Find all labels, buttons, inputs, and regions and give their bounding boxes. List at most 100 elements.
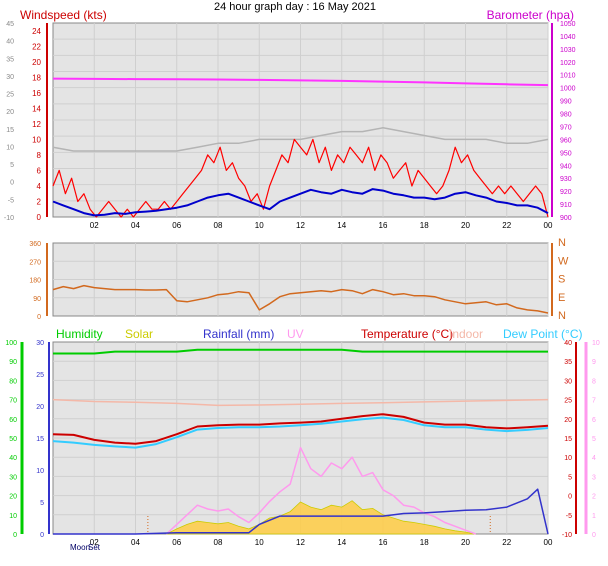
windspeed-tick-label: 18: [32, 73, 41, 82]
windchill-tick-label: 20: [6, 109, 14, 116]
wind-x-tick-label: 12: [296, 221, 305, 230]
humidity-tick-label: 10: [9, 513, 17, 520]
barometer-tick-label: 1030: [560, 47, 576, 54]
legend-uv: UV: [287, 327, 304, 341]
direction-compass-tick-label: N: [558, 237, 566, 249]
rainfall-tick-label: 10: [36, 468, 44, 475]
temperature-tick-label: 10: [564, 455, 572, 462]
climate-x-tick-label: 18: [420, 538, 429, 547]
uv-tick-label: 10: [592, 340, 600, 347]
chart-title: 24 hour graph day : 16 May 2021: [214, 1, 376, 13]
barometer-tick-label: 950: [560, 150, 572, 157]
temperature-tick-label: 35: [564, 359, 572, 366]
left-axis-strip: [48, 23, 50, 217]
rainfall-tick-label: 30: [36, 340, 44, 347]
climate-x-tick-label: 08: [214, 538, 223, 547]
solar-area: [166, 500, 476, 535]
rainfall-tick-label: 20: [36, 404, 44, 411]
windchill-tick-label: 35: [6, 56, 14, 63]
direction-compass-tick-label: S: [558, 274, 565, 286]
temperature-line: [52, 413, 549, 445]
rainfall-tick-label: 15: [36, 436, 44, 443]
direction-degree-tick-label: 90: [33, 296, 41, 303]
humidity-tick-label: 0: [13, 532, 17, 539]
windspeed-tick-label: 22: [32, 42, 41, 51]
direction-compass-tick-label: W: [558, 255, 569, 267]
climate-x-tick-label: 20: [461, 538, 470, 547]
windspeed-tick-label: 2: [37, 197, 42, 206]
barometer-tick-label: 990: [560, 99, 572, 106]
barometer-axis-label: Barometer (hpa): [487, 8, 574, 22]
humidity-tick-label: 60: [9, 417, 17, 424]
wind-average-line: [52, 188, 549, 217]
wind-x-tick-label: 00: [544, 221, 553, 230]
temperature-tick-label: 15: [564, 436, 572, 443]
temperature-tick-label: -5: [566, 513, 572, 520]
humidity-line: [53, 348, 548, 355]
uv-tick-label: 3: [592, 474, 596, 481]
barometer-tick-label: 1000: [560, 86, 576, 93]
direction-compass-tick-label: N: [558, 310, 566, 322]
uv-tick-label: 6: [592, 417, 596, 424]
climate-x-tick-label: 02: [90, 538, 99, 547]
uv-tick-label: 9: [592, 359, 596, 366]
temperature-tick-label: -10: [562, 532, 572, 539]
wind-x-tick-label: 22: [502, 221, 511, 230]
wind-x-tick-label: 04: [131, 221, 140, 230]
moon-set-label: Set: [88, 543, 101, 552]
direction-degree-tick-label: 360: [29, 241, 41, 248]
humidity-tick-label: 40: [9, 455, 17, 462]
wind-speed-line: [52, 138, 549, 218]
barometer-tick-label: 920: [560, 189, 572, 196]
climate-x-tick-label: 22: [502, 538, 511, 547]
wind-x-tick-label: 06: [172, 221, 181, 230]
uv-tick-label: 1: [592, 513, 596, 520]
uv-tick-label: 0: [592, 532, 596, 539]
uv-tick-label: 5: [592, 436, 596, 443]
legend-rainfall: Rainfall (mm): [203, 327, 274, 341]
temperature-tick-label: 5: [568, 474, 572, 481]
humidity-tick-label: 20: [9, 494, 17, 501]
barometer-tick-label: 930: [560, 176, 572, 183]
uv-tick-label: 8: [592, 378, 596, 385]
legend-humidity: Humidity: [56, 327, 103, 341]
windchill-tick-label: -5: [8, 197, 14, 204]
uv-tick-label: 4: [592, 455, 596, 462]
windspeed-axis-label: Windspeed (kts): [20, 8, 107, 22]
climate-x-tick-label: 12: [296, 538, 305, 547]
direction-degree-tick-label: 180: [29, 278, 41, 285]
temperature-tick-label: 0: [568, 494, 572, 501]
windspeed-tick-label: 4: [37, 182, 42, 191]
windchill-tick-label: 10: [6, 144, 14, 151]
wind-x-tick-label: 20: [461, 221, 470, 230]
temperature-tick-label: 25: [564, 398, 572, 405]
windspeed-tick-label: 24: [32, 27, 41, 36]
humidity-tick-label: 30: [9, 474, 17, 481]
direction-degree-tick-label: 0: [37, 314, 41, 321]
dew-point-line: [52, 416, 549, 449]
rainfall-tick-label: 0: [40, 532, 44, 539]
barometer-tick-label: 1020: [560, 60, 576, 67]
barometer-tick-label: 980: [560, 112, 572, 119]
legend-solar: Solar: [125, 327, 153, 341]
rainfall-tick-label: 5: [40, 500, 44, 507]
legend-dew-point: Dew Point (°C): [503, 327, 582, 341]
windspeed-tick-label: 20: [32, 58, 41, 67]
barometer-tick-label: 940: [560, 163, 572, 170]
windchill-tick-label: 0: [10, 180, 14, 187]
humidity-tick-label: 50: [9, 436, 17, 443]
wind-x-tick-label: 02: [90, 221, 99, 230]
barometer-tick-label: 1040: [560, 34, 576, 41]
humidity-tick-label: 100: [5, 340, 17, 347]
windchill-tick-label: 40: [6, 39, 14, 46]
windspeed-tick-label: 12: [32, 120, 41, 129]
temperature-tick-label: 20: [564, 417, 572, 424]
windspeed-tick-label: 6: [37, 166, 42, 175]
direction-compass-tick-label: E: [558, 292, 565, 304]
uv-tick-label: 7: [592, 398, 596, 405]
temperature-tick-label: 30: [564, 378, 572, 385]
windchill-tick-label: 5: [10, 162, 14, 169]
uv-tick-label: 2: [592, 494, 596, 501]
